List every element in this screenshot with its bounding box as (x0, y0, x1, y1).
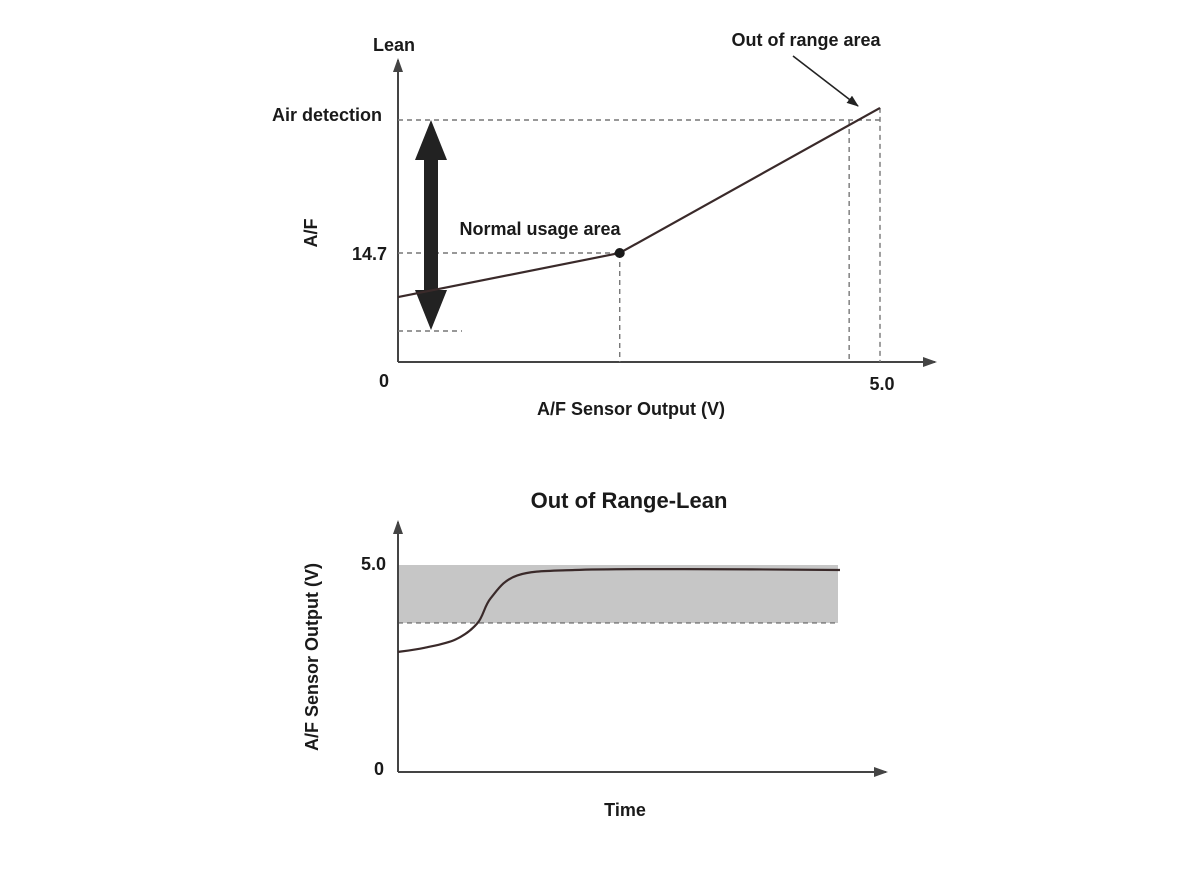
af-characteristic-line (397, 106, 881, 299)
y-tick-14-7: 14.7 (352, 244, 387, 264)
c1-x-axis-label: A/F Sensor Output (V) (537, 399, 725, 419)
out-of-range-pointer (792, 55, 859, 107)
c2-y-tick-5: 5.0 (361, 554, 386, 574)
out-of-range-lean-chart: Out of Range-Lean 5.0 0 A/F Sensor Outpu… (302, 488, 888, 820)
c1-x-tick-5: 5.0 (869, 374, 894, 394)
out-of-range-band (398, 565, 838, 623)
lean-label: Lean (373, 35, 415, 55)
out-of-range-label: Out of range area (731, 30, 881, 50)
af-characteristic-chart: Lean Air detection Out of range area Nor… (272, 30, 937, 419)
c2-x-axis-label: Time (604, 800, 646, 820)
c1-y-axis-label: A/F (301, 219, 321, 248)
air-detection-label: Air detection (272, 105, 382, 125)
sensor-output-curve (397, 567, 841, 653)
range-double-arrow (415, 120, 447, 330)
normal-usage-point (614, 248, 625, 258)
normal-usage-label: Normal usage area (459, 219, 621, 239)
c2-title: Out of Range-Lean (531, 488, 728, 513)
c2-y-tick-0: 0 (374, 759, 384, 779)
c1-x-tick-0: 0 (379, 371, 389, 391)
c2-y-axis-label: A/F Sensor Output (V) (302, 563, 322, 751)
